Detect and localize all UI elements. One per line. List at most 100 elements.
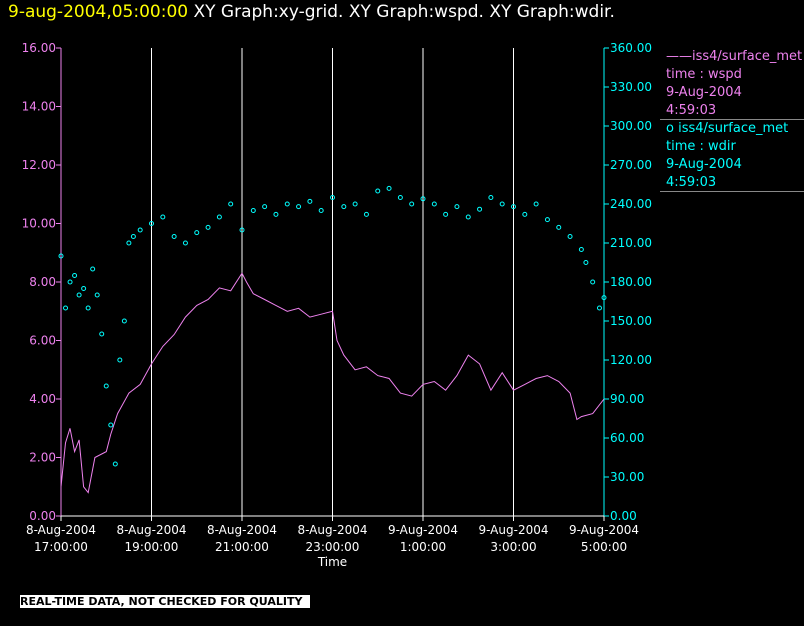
series-point-wdir bbox=[239, 227, 245, 233]
series-point-wdir bbox=[137, 227, 143, 233]
right-tick-label: 0.00 bbox=[610, 509, 637, 523]
legend-wspd-var: time : wspd bbox=[666, 67, 742, 82]
series-point-wdir bbox=[583, 260, 589, 265]
series-point-wdir bbox=[171, 234, 177, 239]
x-tick-label-time: 19:00:00 bbox=[125, 540, 179, 554]
x-tick-label-time: 23:00:00 bbox=[306, 540, 360, 554]
series-point-wdir bbox=[90, 266, 96, 272]
right-tick-label: 240.00 bbox=[610, 197, 652, 211]
series-point-wdir bbox=[103, 383, 109, 389]
right-tick-label: 330.00 bbox=[610, 80, 652, 94]
legend-wspd: ——iss4/surface_met time : wspd 9-Aug-200… bbox=[666, 48, 804, 120]
right-tick-label: 210.00 bbox=[610, 236, 652, 250]
series-point-wdir bbox=[262, 204, 268, 210]
x-axis-title: Time bbox=[317, 555, 347, 569]
series-point-wdir bbox=[121, 318, 127, 324]
series-point-wdir bbox=[296, 204, 302, 210]
series-point-wdir bbox=[99, 331, 105, 337]
legend-divider bbox=[660, 119, 804, 120]
header-date: 9-aug-2004,05:00:00 bbox=[8, 2, 189, 22]
series-point-wdir bbox=[465, 214, 471, 220]
right-tick-label: 90.00 bbox=[610, 392, 644, 406]
left-tick-label: 6.00 bbox=[29, 334, 56, 348]
series-point-wdir bbox=[567, 234, 573, 239]
series-point-wdir bbox=[488, 195, 494, 200]
legend-wspd-time: 4:59:03 bbox=[666, 103, 717, 118]
series-point-wdir bbox=[318, 208, 324, 213]
chart-header: 9-aug-2004,05:00:00 XY Graph:xy-grid. XY… bbox=[8, 2, 615, 22]
x-tick-label-date: 8-Aug-2004 bbox=[207, 523, 277, 537]
series-point-wdir bbox=[307, 198, 313, 204]
left-tick-label: 10.00 bbox=[22, 217, 56, 231]
series-point-wdir bbox=[94, 292, 100, 298]
left-tick-label: 2.00 bbox=[29, 451, 56, 465]
series-point-wdir bbox=[397, 195, 403, 200]
left-tick-label: 0.00 bbox=[29, 509, 56, 523]
series-point-wdir bbox=[386, 185, 392, 191]
series-point-wdir bbox=[556, 224, 562, 230]
series-point-wdir bbox=[454, 204, 460, 210]
series-point-wdir bbox=[182, 240, 188, 246]
series-point-wdir bbox=[117, 357, 123, 363]
quality-warning: REAL-TIME DATA, NOT CHECKED FOR QUALITY bbox=[20, 595, 311, 608]
series-point-wdir bbox=[499, 201, 505, 207]
series-point-wdir bbox=[341, 204, 347, 210]
series-point-wdir bbox=[250, 208, 256, 213]
legend-wspd-date: 9-Aug-2004 bbox=[666, 85, 742, 100]
header-title: XY Graph:xy-grid. XY Graph:wspd. XY Grap… bbox=[193, 2, 615, 22]
series-line-wspd bbox=[60, 272, 605, 494]
series-point-wdir bbox=[160, 214, 166, 220]
right-tick-label: 120.00 bbox=[610, 353, 652, 367]
x-tick-label-time: 5:00:00 bbox=[581, 540, 627, 554]
series-point-wdir bbox=[149, 221, 154, 226]
legend-wdir-var: time : wdir bbox=[666, 139, 736, 154]
legend-wdir-marker: o bbox=[666, 121, 674, 136]
series-point-wdir bbox=[67, 279, 73, 285]
series-point-wdir bbox=[375, 188, 381, 194]
series-point-wdir bbox=[108, 422, 114, 428]
series-point-wdir bbox=[130, 234, 136, 239]
series-point-wdir bbox=[72, 273, 78, 278]
left-tick-label: 4.00 bbox=[29, 392, 56, 406]
series-point-wdir bbox=[363, 211, 369, 217]
series-point-wdir bbox=[216, 214, 222, 220]
x-tick-label-time: 1:00:00 bbox=[400, 540, 446, 554]
x-tick-label-date: 9-Aug-2004 bbox=[388, 523, 458, 537]
series-point-wdir bbox=[76, 292, 82, 298]
x-tick-label-date: 8-Aug-2004 bbox=[297, 523, 367, 537]
right-tick-label: 300.00 bbox=[610, 119, 652, 133]
series-point-wdir bbox=[601, 295, 607, 301]
legend-wspd-source: iss4/surface_met bbox=[692, 49, 803, 64]
series-point-wdir bbox=[578, 247, 584, 252]
series-point-wdir bbox=[420, 196, 426, 202]
x-tick-label-date: 9-Aug-2004 bbox=[478, 523, 548, 537]
series-point-wdir bbox=[228, 201, 234, 207]
left-tick-label: 16.00 bbox=[22, 41, 56, 55]
left-tick-label: 12.00 bbox=[22, 158, 56, 172]
series-point-wdir bbox=[205, 224, 211, 230]
series-point-wdir bbox=[63, 305, 69, 311]
x-tick-label-date: 9-Aug-2004 bbox=[569, 523, 639, 537]
series-point-wdir bbox=[352, 201, 358, 207]
legend-wdir-source: iss4/surface_met bbox=[678, 121, 789, 136]
left-tick-label: 8.00 bbox=[29, 275, 56, 289]
x-tick-label-date: 8-Aug-2004 bbox=[116, 523, 186, 537]
legend-wdir: o iss4/surface_met time : wdir 9-Aug-200… bbox=[666, 120, 804, 192]
series-point-wdir bbox=[477, 206, 483, 212]
series-point-wdir bbox=[273, 211, 279, 217]
series-point-wdir bbox=[85, 305, 91, 311]
right-tick-label: 270.00 bbox=[610, 158, 652, 172]
legend-divider-bottom bbox=[660, 191, 804, 192]
series-point-wdir bbox=[443, 211, 449, 217]
series-point-wdir bbox=[194, 230, 200, 236]
series-point-wdir bbox=[522, 211, 528, 217]
series-point-wdir bbox=[596, 305, 602, 311]
x-tick-label-time: 17:00:00 bbox=[34, 540, 88, 554]
right-tick-label: 30.00 bbox=[610, 470, 644, 484]
series-point-wdir bbox=[590, 279, 596, 285]
series-point-wdir bbox=[431, 201, 437, 207]
series-point-wdir bbox=[409, 201, 415, 207]
series-point-wdir bbox=[511, 204, 516, 210]
x-tick-label-time: 21:00:00 bbox=[215, 540, 269, 554]
